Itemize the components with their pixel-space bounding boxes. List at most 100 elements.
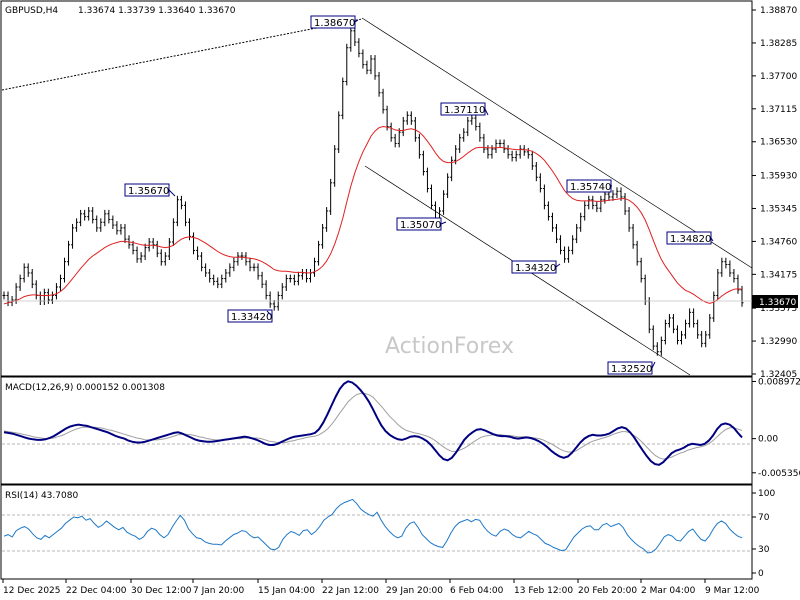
price-bar xyxy=(83,209,87,221)
price-bar xyxy=(192,232,196,255)
price-bar xyxy=(575,223,579,244)
price-bar xyxy=(183,201,187,227)
price-bar xyxy=(361,49,365,69)
price-bar xyxy=(728,260,732,277)
price-bar xyxy=(563,246,567,263)
price-bar xyxy=(466,116,470,137)
price-bar xyxy=(611,190,615,201)
price-annotation-text: 1.34820 xyxy=(670,234,711,245)
price-bar xyxy=(353,26,357,47)
price-bar xyxy=(58,274,62,291)
price-bar xyxy=(91,207,95,224)
price-tick-label: 1.35930 xyxy=(760,172,797,182)
price-bar xyxy=(329,178,333,215)
price-bar xyxy=(260,271,264,289)
rsi-panel[interactable] xyxy=(0,484,753,580)
price-bar xyxy=(429,184,433,210)
price-annotation: 1.35740 xyxy=(566,179,612,193)
price-bar xyxy=(724,257,728,269)
price-annotation-text: 1.35670 xyxy=(128,186,169,197)
price-bar xyxy=(522,145,526,156)
price-bar xyxy=(62,257,66,283)
symbol-label: GBPUSD,H4 xyxy=(5,6,58,16)
price-bar xyxy=(490,145,494,159)
watermark: ActionForex xyxy=(385,334,514,359)
rsi-tick-label: 30 xyxy=(758,545,770,555)
price-bar xyxy=(559,235,563,255)
long-dotted-trendline xyxy=(1,18,363,91)
price-tick-label: 1.36530 xyxy=(760,138,797,148)
price-panel[interactable] xyxy=(0,0,753,377)
x-tick-label: 12 Dec 2025 xyxy=(3,586,61,596)
x-tick-label: 15 Jan 04:00 xyxy=(258,586,315,596)
x-tick-label: 9 Mar 12:00 xyxy=(705,586,760,596)
price-bar xyxy=(325,207,329,232)
price-bar xyxy=(115,221,119,235)
price-bar xyxy=(704,330,708,348)
price-bar xyxy=(506,145,510,159)
price-annotation-text: 1.33420 xyxy=(231,312,272,323)
price-bar xyxy=(732,268,736,283)
price-bar xyxy=(244,252,248,266)
price-bars xyxy=(2,26,744,356)
price-bar xyxy=(623,192,627,215)
x-tick-label: 13 Feb 12:00 xyxy=(514,586,573,596)
price-bar xyxy=(196,246,200,260)
price-annotation: 1.32520 xyxy=(607,361,656,375)
price-tick-label: 1.34760 xyxy=(760,237,797,247)
price-bar xyxy=(502,139,506,154)
price-bar xyxy=(708,314,712,339)
price-bar xyxy=(478,122,482,142)
price-bar xyxy=(417,133,421,159)
rsi-tick-label: 100 xyxy=(758,489,775,499)
x-tick-label: 22 Dec 04:00 xyxy=(66,586,127,596)
price-annotation: 1.33420 xyxy=(227,309,273,323)
moving-average-line xyxy=(3,125,743,305)
price-bar xyxy=(381,88,385,114)
price-bar xyxy=(421,150,425,176)
price-bar xyxy=(212,274,216,286)
price-bar xyxy=(736,274,740,294)
rsi-y-axis: 100 70 30 0 xyxy=(752,489,775,579)
ohlc-values: 1.33674 1.33739 1.33640 1.33670 xyxy=(78,6,236,16)
price-bar xyxy=(288,274,292,283)
price-bar xyxy=(571,235,575,255)
price-bar xyxy=(712,291,716,322)
price-bar xyxy=(50,291,54,304)
price-bar xyxy=(280,283,284,300)
price-bar xyxy=(538,173,542,193)
price-annotation: 1.37110 xyxy=(440,102,489,116)
price-bar xyxy=(546,201,550,221)
price-bar xyxy=(530,150,534,170)
price-annotation: 1.34820 xyxy=(666,231,714,245)
price-bar xyxy=(313,257,317,277)
price-bar xyxy=(155,240,159,258)
price-annotation-text: 1.35070 xyxy=(400,220,441,231)
price-bar xyxy=(111,215,115,230)
price-bar xyxy=(95,215,99,232)
price-bar xyxy=(377,71,381,97)
price-bar xyxy=(474,114,478,131)
macd-tick-label: -0.005356 xyxy=(758,469,800,479)
current-price-value: 1.33670 xyxy=(759,298,796,308)
price-annotation-text: 1.34320 xyxy=(515,263,556,274)
price-bar xyxy=(131,240,135,255)
price-bar xyxy=(700,330,704,348)
price-bar xyxy=(208,268,212,283)
price-bar xyxy=(345,43,349,86)
price-bar xyxy=(224,268,228,283)
price-tick-label: 1.32405 xyxy=(760,370,797,380)
price-bar xyxy=(740,285,744,307)
price-annotation: 1.35070 xyxy=(396,217,447,231)
price-bar xyxy=(252,263,256,272)
price-bar xyxy=(369,55,373,75)
price-bar xyxy=(542,184,546,210)
time-x-axis: 12 Dec 2025 22 Dec 04:00 30 Dec 12:00 7 Jan… xyxy=(2,579,760,596)
price-bar xyxy=(54,283,58,300)
price-bar xyxy=(635,240,639,266)
macd-tick-label: 0.008972 xyxy=(758,377,800,387)
price-bar xyxy=(716,268,720,300)
price-bar xyxy=(655,342,659,356)
price-bar xyxy=(554,223,558,244)
